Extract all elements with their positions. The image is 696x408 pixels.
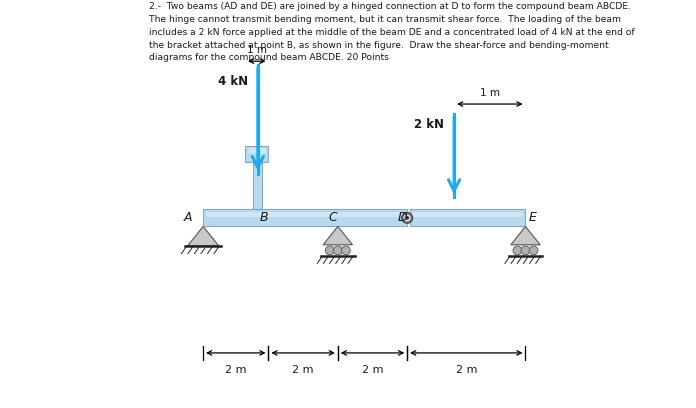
Text: 2 m: 2 m [292,365,314,375]
Text: 2 m: 2 m [456,365,477,375]
Bar [245,146,269,162]
Text: D: D [397,211,407,224]
Circle shape [405,216,409,220]
Text: 2.-  Two beams (AD and DE) are joined by a hinged connection at D to form the co: 2.- Two beams (AD and DE) are joined by … [149,2,635,62]
Polygon shape [188,226,219,246]
Circle shape [342,246,350,255]
Bar [256,154,260,175]
Circle shape [406,217,409,219]
Circle shape [404,214,411,222]
Bar [410,209,525,226]
Text: 2 kN: 2 kN [414,118,444,131]
Bar [253,146,262,209]
Polygon shape [323,226,352,245]
Text: A: A [184,211,192,224]
Text: E: E [529,211,537,224]
Text: 2 m: 2 m [225,365,246,375]
Text: 1 m: 1 m [247,45,267,55]
Bar [412,211,523,217]
Text: C: C [329,211,338,224]
Circle shape [513,246,522,255]
Bar [205,211,404,217]
Circle shape [529,246,538,255]
Bar [203,209,407,226]
Bar [248,148,266,153]
Text: 4 kN: 4 kN [218,75,248,89]
Circle shape [521,246,530,255]
Text: B: B [259,211,268,224]
Text: 2 m: 2 m [362,365,383,375]
Text: 1 m: 1 m [480,88,500,98]
Circle shape [402,213,413,223]
Circle shape [325,246,334,255]
Circle shape [333,246,342,255]
Polygon shape [511,226,540,245]
